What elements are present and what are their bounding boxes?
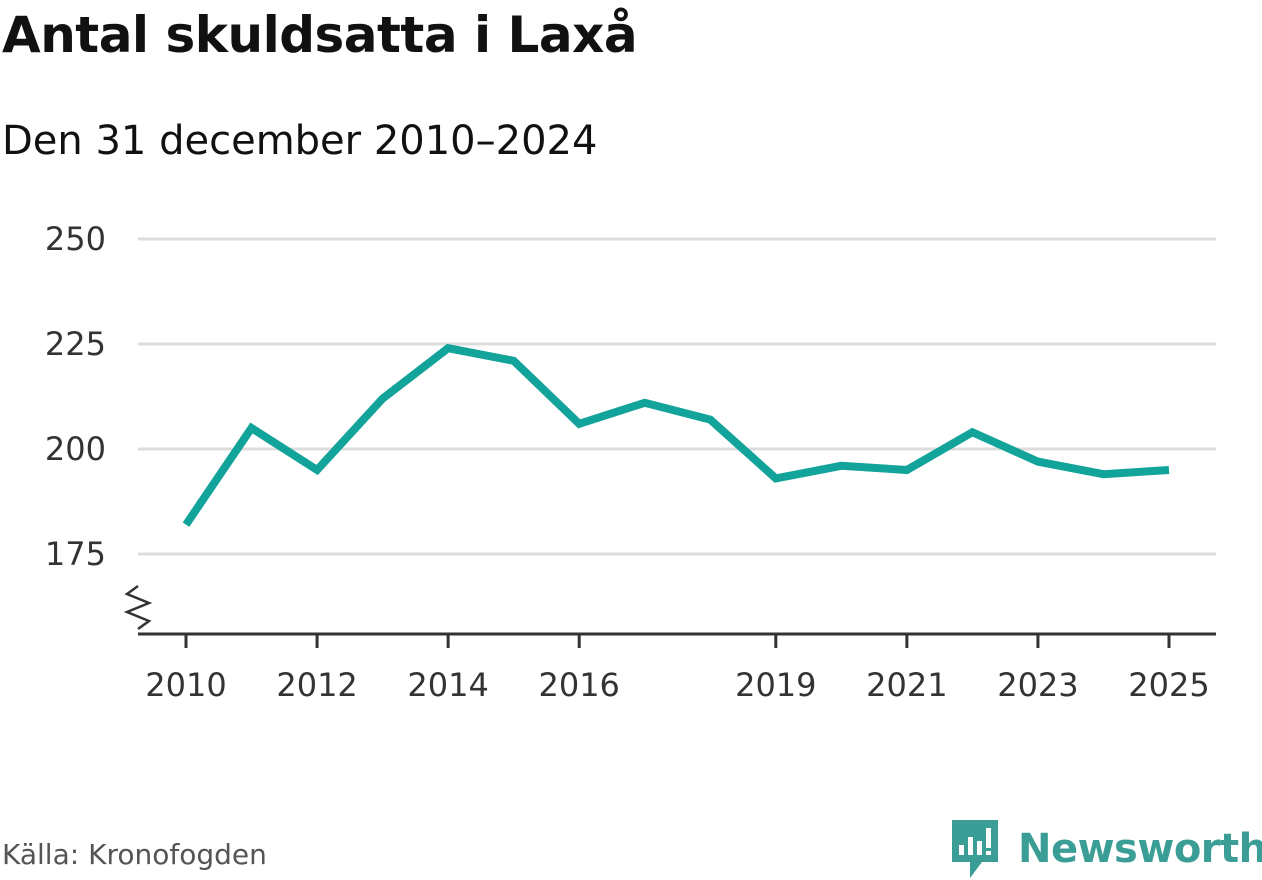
x-tick-label-2010: 2010: [145, 666, 226, 704]
y-tick-label-200: 200: [45, 430, 106, 468]
series-line-0: [182, 343, 1170, 527]
brand-name: Newsworthy: [1018, 826, 1262, 872]
line-chart: 175 200 225 250 2010 2012 2014 2016 2019 2021 2023…: [45, 220, 1216, 704]
series-layer: [182, 343, 1170, 527]
chart-title: Antal skuldsatta i Laxå: [2, 6, 638, 64]
brand-logo: Newsworthy: [950, 818, 1262, 880]
bar-chart-bubble-icon: [952, 820, 998, 878]
y-tick-label-175: 175: [45, 535, 106, 573]
source-note: Källa: Kronofogden: [2, 838, 267, 871]
x-tick-label-2023: 2023: [997, 666, 1078, 704]
y-axis-break: [123, 584, 153, 631]
grid-layer: [138, 237, 1216, 556]
axis-layer: 175 200 225 250 2010 2012 2014 2016 2019 2021 2023…: [45, 220, 1216, 704]
chart-subtitle: Den 31 december 2010–2024: [2, 118, 598, 164]
x-tick-label-2019: 2019: [735, 666, 816, 704]
x-tick-label-2021: 2021: [866, 666, 947, 704]
x-tick-label-2025: 2025: [1128, 666, 1209, 704]
y-tick-label-250: 250: [45, 220, 106, 258]
x-tick-label-2014: 2014: [407, 666, 488, 704]
x-tick-label-2012: 2012: [276, 666, 357, 704]
x-tick-label-2016: 2016: [538, 666, 619, 704]
y-tick-label-225: 225: [45, 325, 106, 363]
